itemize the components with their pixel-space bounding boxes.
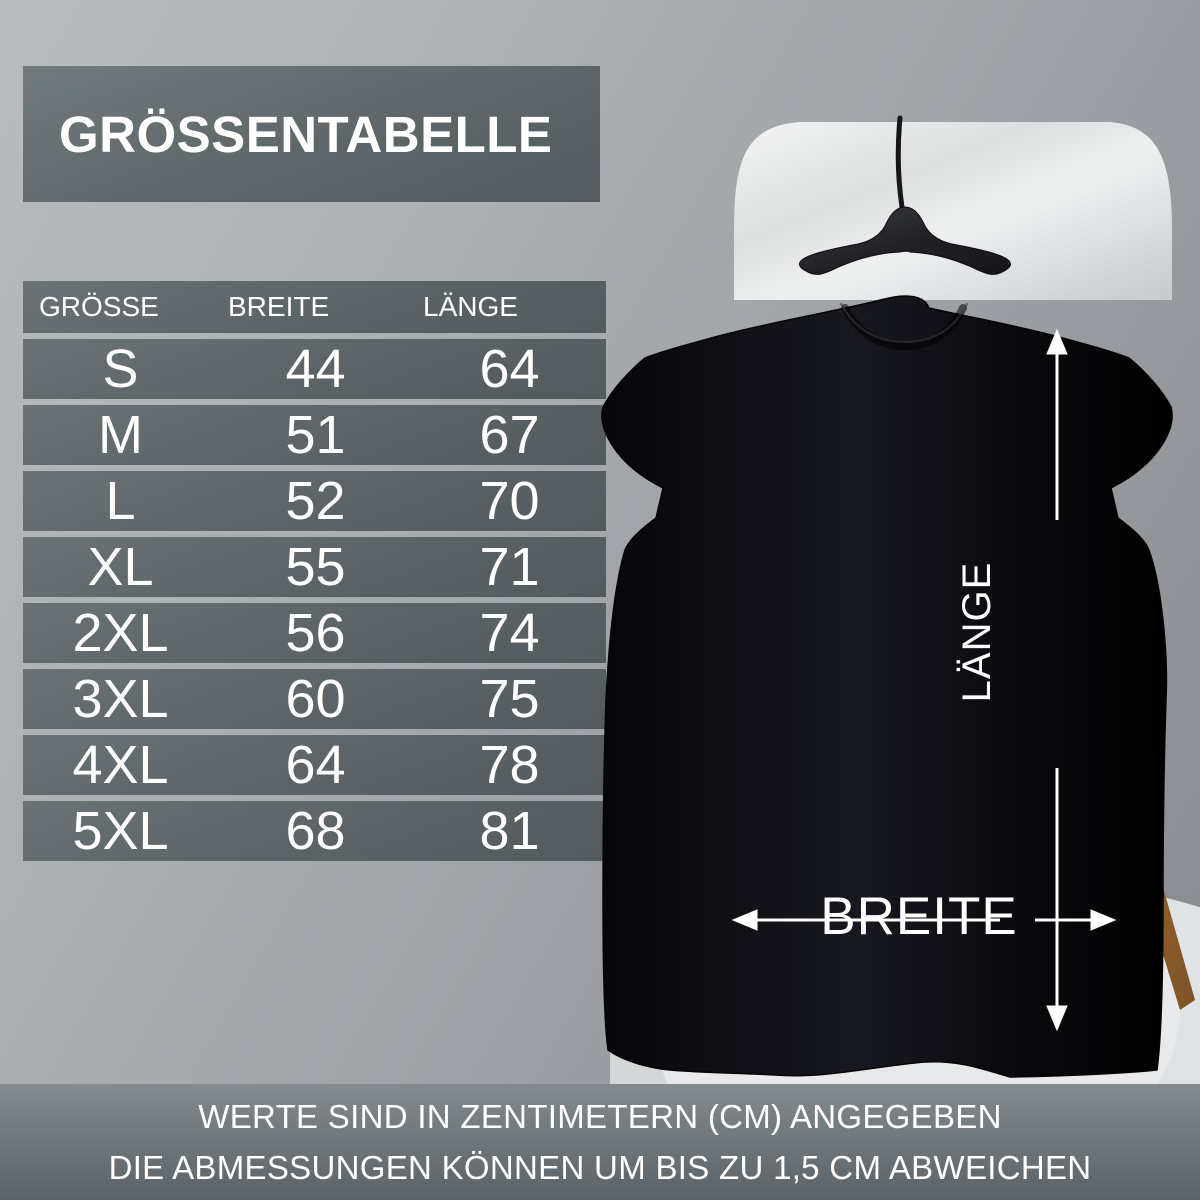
svg-text:BREITE: BREITE (820, 887, 1017, 946)
svg-text:LÄNGE: LÄNGE (955, 562, 999, 703)
